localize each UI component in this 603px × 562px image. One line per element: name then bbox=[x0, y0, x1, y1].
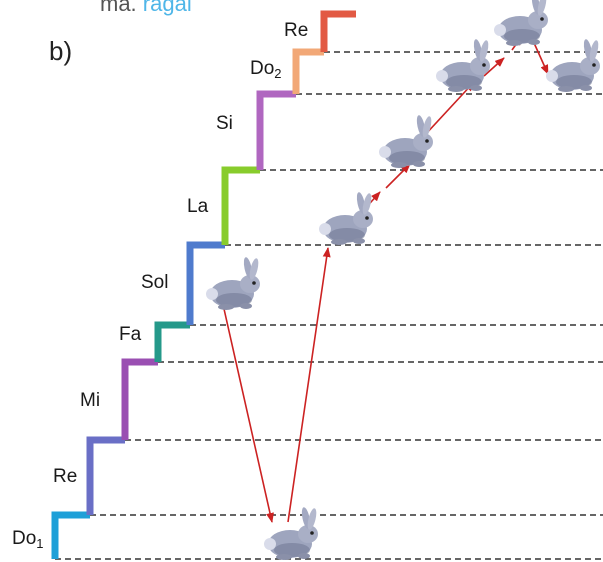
note-name: Mi bbox=[80, 390, 101, 411]
staircase-steps bbox=[51, 10, 356, 559]
step-re bbox=[320, 10, 356, 52]
jump-arrow bbox=[385, 163, 411, 189]
step-mi bbox=[121, 358, 158, 440]
note-name: Re bbox=[53, 466, 78, 487]
note-name: Do bbox=[250, 58, 275, 79]
jump-arrow bbox=[423, 81, 475, 137]
note-name: Do bbox=[12, 528, 37, 549]
step-si bbox=[256, 90, 296, 170]
fragment-text: ma. bbox=[100, 0, 143, 16]
guide-lines bbox=[55, 51, 603, 560]
note-label-re: Re bbox=[284, 20, 308, 42]
rabbit-icon bbox=[436, 38, 491, 92]
note-label-si: Si bbox=[216, 113, 233, 135]
rabbits bbox=[206, 0, 601, 560]
note-label-fa: Fa bbox=[119, 324, 141, 346]
note-name: Sol bbox=[141, 272, 169, 293]
note-name: Si bbox=[216, 113, 233, 134]
note-name: Re bbox=[284, 20, 309, 41]
cropped-text-fragment: ma. ragal bbox=[100, 0, 192, 17]
note-label-sol: Sol bbox=[141, 272, 168, 294]
jump-arrow bbox=[483, 57, 505, 77]
step-fa bbox=[154, 321, 190, 362]
rabbit-icon bbox=[319, 191, 374, 245]
part-label: b) bbox=[49, 36, 73, 66]
rabbit-icon bbox=[494, 0, 549, 46]
jump-arrow bbox=[221, 299, 274, 523]
note-label-la: La bbox=[187, 196, 208, 218]
note-label-do2: Do2 bbox=[250, 58, 282, 81]
step-re bbox=[86, 436, 125, 515]
rabbit-icon bbox=[206, 256, 261, 310]
rabbit-jump-arrows bbox=[221, 33, 549, 523]
note-label-re: Re bbox=[53, 466, 77, 488]
rabbit-icon bbox=[379, 114, 434, 168]
note-label-mi: Mi bbox=[80, 390, 100, 412]
note-label-do1: Do1 bbox=[12, 528, 44, 551]
step-sol bbox=[186, 241, 225, 325]
note-name: Fa bbox=[119, 324, 142, 345]
fragment-accent-text: ragal bbox=[142, 0, 192, 16]
step-la bbox=[221, 166, 260, 245]
note-name: La bbox=[187, 196, 209, 217]
note-subscript: 2 bbox=[274, 66, 282, 81]
step-do1 bbox=[51, 511, 90, 559]
jump-arrow bbox=[287, 247, 331, 523]
rabbit-icon bbox=[546, 38, 601, 92]
step-do2 bbox=[292, 48, 324, 94]
note-subscript: 1 bbox=[36, 536, 44, 551]
